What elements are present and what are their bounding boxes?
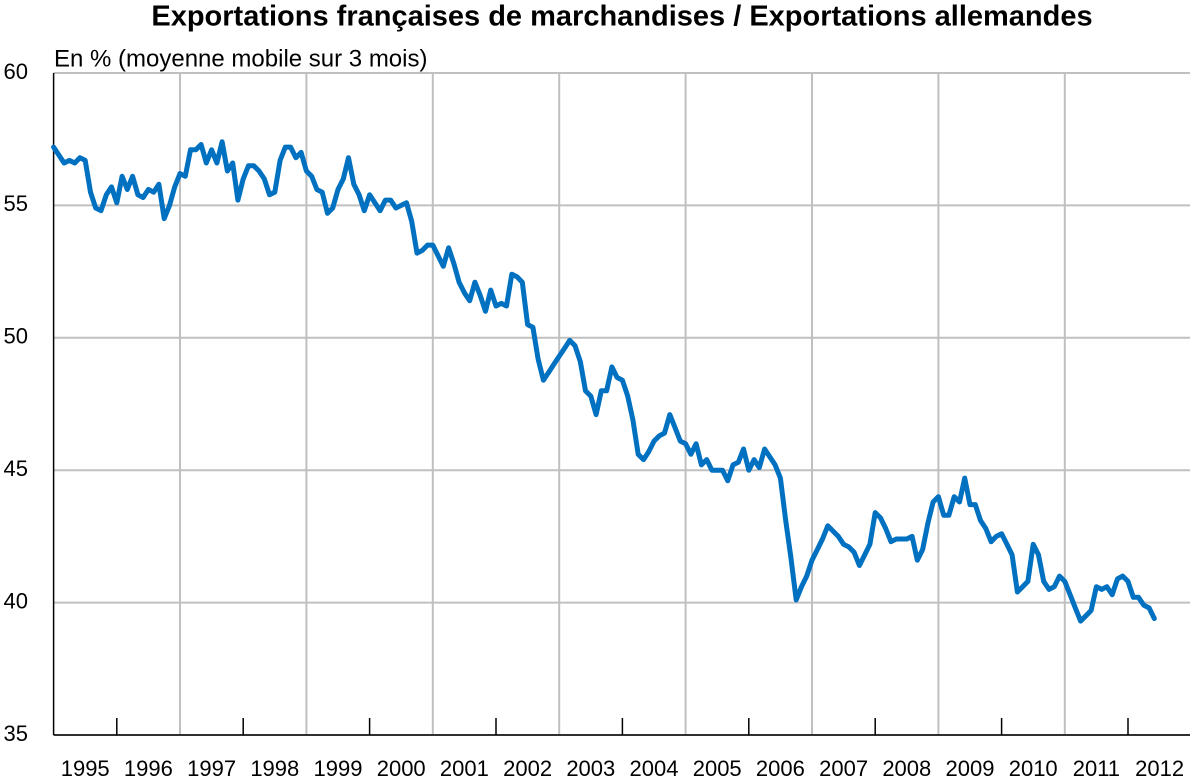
x-tick-label: 2009	[946, 756, 995, 781]
x-tick-label: 2001	[440, 756, 489, 781]
x-tick-label: 1995	[61, 756, 110, 781]
x-tick-label: 2010	[1009, 756, 1058, 781]
x-tick-label: 2002	[503, 756, 552, 781]
x-tick-label: 2011	[1073, 756, 1120, 781]
x-tick-label: 1997	[187, 756, 236, 781]
x-tick-label: 2012	[1135, 756, 1184, 781]
x-tick-label: 2006	[756, 756, 805, 781]
x-tick-label: 2003	[566, 756, 615, 781]
x-tick-label: 2000	[377, 756, 426, 781]
x-tick-label: 1996	[124, 756, 173, 781]
y-tick-label: 60	[4, 59, 28, 84]
chart-subtitle: En % (moyenne mobile sur 3 mois)	[54, 45, 427, 72]
y-tick-label: 50	[4, 324, 28, 349]
x-tick-label: 2004	[630, 756, 679, 781]
chart-title: Exportations françaises de marchandises …	[151, 1, 1092, 33]
x-tick-label: 1999	[314, 756, 363, 781]
x-tick-label: 1998	[250, 756, 299, 781]
y-tick-label: 35	[4, 721, 28, 746]
y-tick-label: 55	[4, 191, 28, 216]
line-series	[51, 139, 1157, 624]
x-tick-label: 2007	[819, 756, 868, 781]
y-tick-label: 45	[4, 456, 28, 481]
x-tick-label: 2008	[882, 756, 931, 781]
y-tick-label: 40	[4, 588, 28, 613]
x-tick-label: 2005	[693, 756, 742, 781]
